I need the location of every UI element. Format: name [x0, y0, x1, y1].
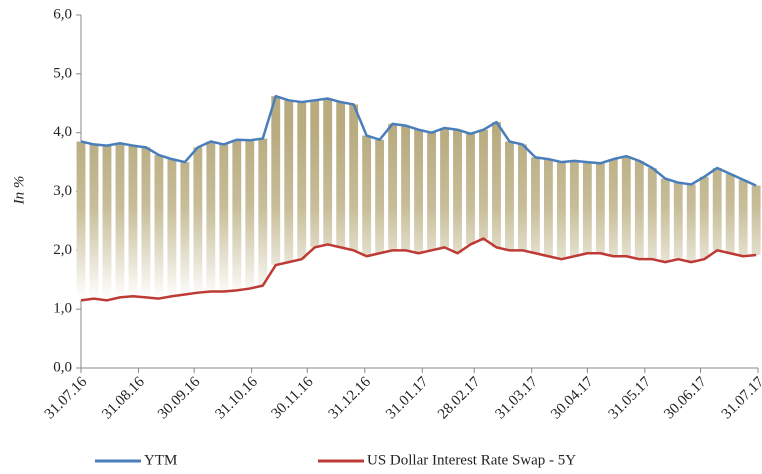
x-tick-label: 31.10.16 [212, 374, 261, 423]
range-bar [206, 141, 216, 292]
range-bar [115, 143, 125, 298]
range-bar [738, 179, 748, 257]
y-tick-label: 2,0 [53, 242, 72, 258]
range-bar [388, 123, 398, 251]
range-bar [180, 162, 190, 295]
x-tick-label: 31.05.17 [606, 374, 655, 423]
range-bar [505, 141, 514, 251]
legend-label: YTM [144, 452, 177, 468]
range-bar [725, 173, 735, 254]
x-tick-label: 31.07.16 [42, 374, 91, 423]
x-tick-label: 28.02.17 [435, 374, 484, 423]
range-bar [595, 163, 605, 254]
x-tick-label: 30.04.17 [548, 374, 597, 423]
range-bar [141, 147, 151, 298]
y-tick-label: 1,0 [53, 301, 72, 317]
range-bar [518, 144, 527, 251]
range-bar [427, 132, 436, 251]
range-bar [154, 155, 164, 299]
x-tick-label: 31.08.16 [99, 374, 148, 423]
range-bar [193, 147, 203, 293]
range-bar [349, 104, 359, 251]
range-bar [569, 160, 579, 257]
x-tick-label: 31.01.17 [383, 374, 432, 423]
y-tick-label: 5,0 [53, 65, 72, 81]
range-bar [479, 129, 488, 239]
range-bar [323, 98, 333, 245]
legend-label: US Dollar Interest Rate Swap - 5Y [367, 452, 576, 468]
range-bar [258, 138, 268, 286]
x-tick-label: 30.06.17 [661, 374, 710, 423]
range-bar [102, 145, 112, 301]
range-bar [530, 157, 540, 254]
range-bar [751, 185, 761, 256]
range-bar [621, 156, 631, 257]
range-bar [401, 125, 411, 251]
range-bar [219, 144, 229, 292]
range-bar [466, 133, 475, 245]
x-tick-label: 31.07.17 [719, 374, 762, 423]
range-bar [167, 159, 177, 297]
range-bar [232, 139, 242, 291]
range-bar [245, 140, 255, 289]
range-bar [608, 159, 618, 257]
range-bar [673, 182, 683, 260]
range-bar [414, 129, 423, 254]
range-bar [699, 176, 709, 260]
range-bar [492, 122, 501, 248]
range-bar [634, 160, 644, 260]
y-axis-label: In % [11, 176, 27, 206]
range-bar [128, 145, 138, 297]
range-bar [712, 167, 722, 251]
range-bar [543, 159, 553, 257]
y-tick-label: 4,0 [53, 124, 72, 140]
range-bar [686, 184, 696, 263]
range-bar [89, 144, 99, 299]
range-bar [453, 129, 462, 254]
range-bar [310, 100, 320, 248]
range-bar [76, 141, 86, 301]
series-line [80, 237, 757, 302]
range-bar [582, 162, 592, 254]
range-bar [647, 167, 657, 260]
range-bar [336, 102, 346, 248]
range-bar [556, 162, 566, 260]
range-bar [271, 96, 281, 266]
x-tick-label: 30.09.16 [155, 374, 204, 423]
y-tick-label: 6,0 [53, 6, 72, 22]
x-tick-label: 31.03.17 [493, 374, 542, 423]
range-bar [297, 102, 307, 260]
range-bar [375, 139, 385, 254]
x-tick-label: 30.11.16 [268, 374, 316, 422]
y-tick-label: 3,0 [53, 183, 72, 199]
y-tick-label: 0,0 [53, 359, 72, 375]
range-bar [284, 100, 294, 263]
range-bar [660, 178, 670, 263]
range-bar [440, 127, 449, 248]
x-tick-label: 31.12.16 [326, 374, 375, 423]
series-line [80, 94, 757, 187]
range-bar [362, 135, 372, 257]
